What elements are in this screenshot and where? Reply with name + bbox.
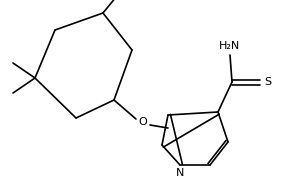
- Text: H₂N: H₂N: [219, 41, 241, 51]
- Text: S: S: [264, 77, 271, 87]
- Text: O: O: [139, 117, 147, 127]
- Text: N: N: [176, 168, 184, 178]
